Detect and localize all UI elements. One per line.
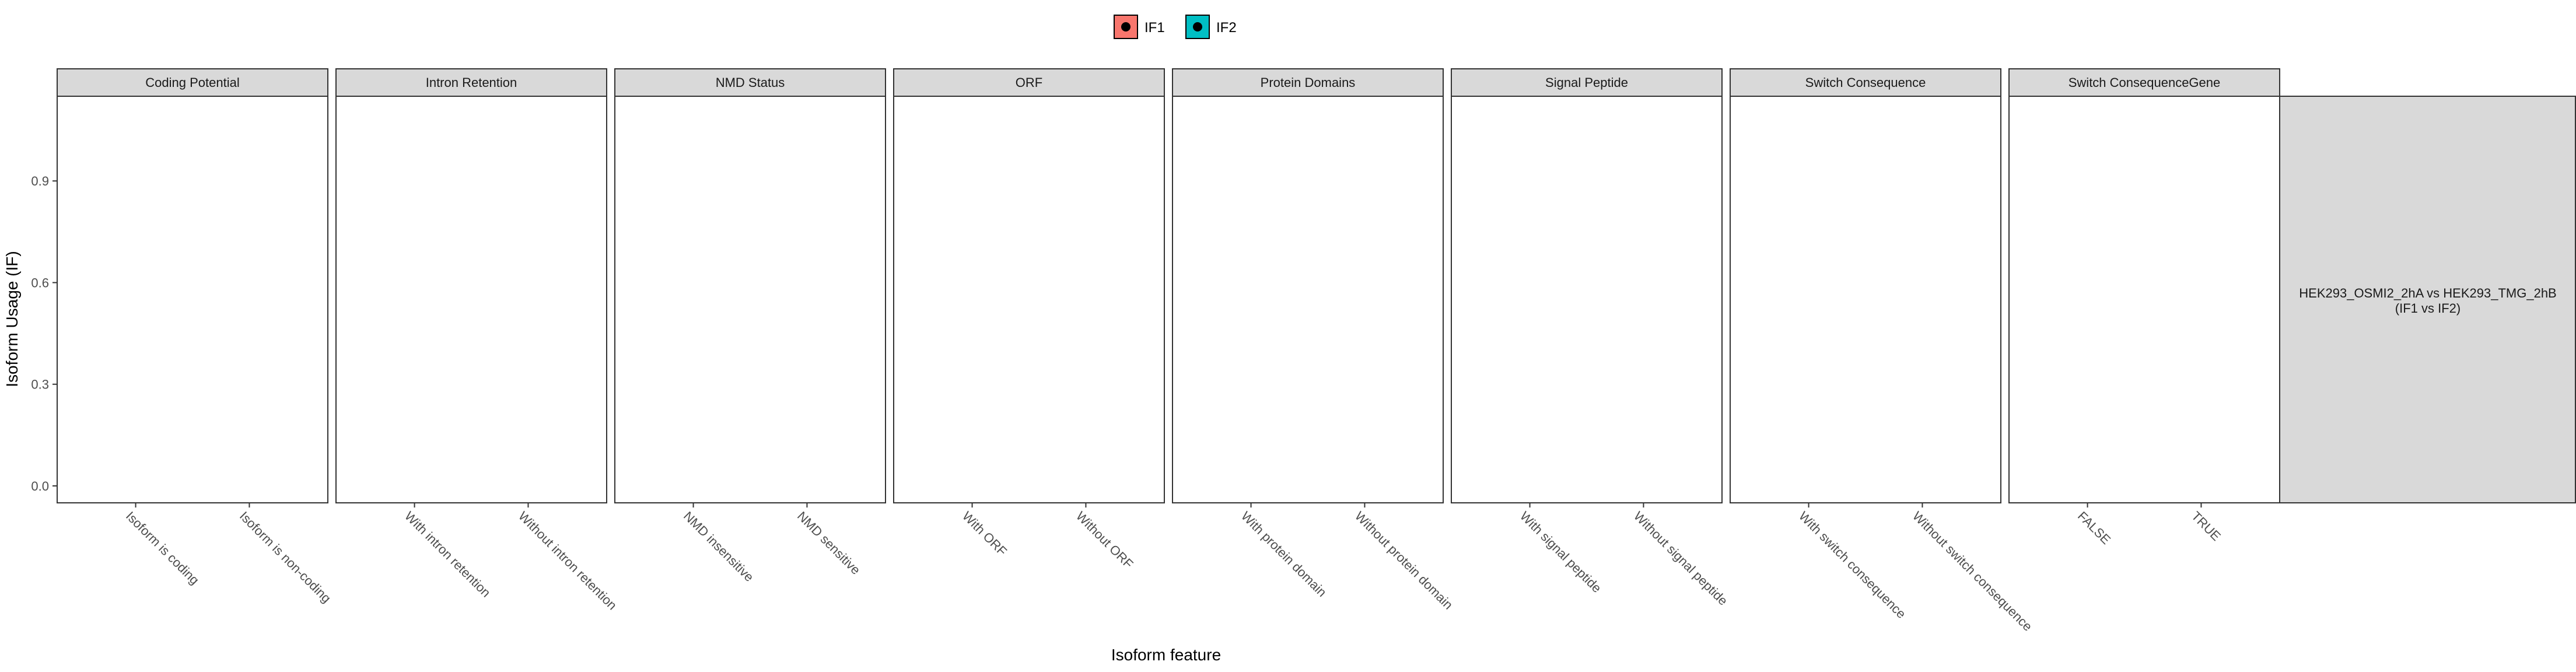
facet-signal-peptide: Signal Peptide***With signal peptide***W… [1451, 68, 1731, 608]
facet-title: ORF [1016, 75, 1042, 90]
facet-strip [614, 68, 886, 97]
x-tick-label: NMD sensitive [794, 509, 863, 578]
legend-label: IF2 [1216, 20, 1237, 36]
facet-strip [1730, 68, 2001, 97]
y-axis: 0.0 0.3 0.6 0.9 [31, 174, 57, 494]
y-tick-label: 0.9 [31, 174, 49, 188]
x-tick-label: NMD insensitive [681, 509, 757, 584]
facet-title: Coding Potential [145, 75, 239, 90]
panel-border [57, 96, 328, 503]
x-tick-label: With signal peptide [1517, 509, 1604, 596]
legend-item-if2: IF2 [1185, 15, 1237, 39]
facet-coding-potential: Coding Potential*Isoform is coding***Iso… [57, 68, 334, 606]
x-tick-label: Without intron retention [516, 509, 620, 613]
y-axis-title: Isoform Usage (IF) [3, 251, 21, 387]
facet-title: Switch Consequence [1805, 75, 1926, 90]
facet-title: NMD Status [716, 75, 785, 90]
facet-title: Signal Peptide [1545, 75, 1628, 90]
x-tick-label: Without signal peptide [1631, 509, 1731, 608]
x-tick-label: Isoform is non-coding [237, 509, 334, 606]
row-strip: HEK293_OSMI2_2hA vs HEK293_TMG_2hB(IF1 v… [2279, 96, 2576, 503]
legend: IF1 IF2 [1114, 15, 1237, 39]
y-tick-label: 0.3 [31, 377, 49, 392]
x-axis-title: Isoform feature [1111, 646, 1221, 664]
facet-strip [335, 68, 607, 97]
legend-label: IF1 [1144, 20, 1165, 36]
y-tick-label: 0.6 [31, 275, 49, 290]
row-strip-label: HEK293_OSMI2_2hA vs HEK293_TMG_2hB [2299, 286, 2556, 300]
facet-switch-consequencegene: Switch ConsequenceGenensFALSE***TRUE [2008, 68, 2280, 547]
x-tick-label: With intron retention [402, 509, 494, 600]
panel-border [2008, 96, 2280, 503]
x-tick-label: Without switch consequence [1910, 509, 2035, 634]
facet-switch-consequence: Switch Consequence***With switch consequ… [1730, 68, 2035, 634]
facet-title: Switch ConsequenceGene [2068, 75, 2221, 90]
panel-border [614, 96, 886, 503]
facet-intron-retention: Intron Retention***With intron retention… [335, 68, 620, 613]
x-tick-label: TRUE [2189, 509, 2224, 544]
legend-item-if1: IF1 [1114, 15, 1165, 39]
x-tick-label: FALSE [2075, 509, 2113, 547]
facet-protein-domains: Protein Domains***With protein domainnsW… [1172, 68, 1456, 612]
x-tick-label: With ORF [960, 509, 1010, 559]
panel-border [893, 96, 1165, 503]
panel-border [1172, 96, 1444, 503]
y-tick-label: 0.0 [31, 479, 49, 494]
panel-border [1451, 96, 1723, 503]
x-tick-label: Without protein domain [1352, 509, 1456, 612]
x-tick-label: With protein domain [1238, 509, 1329, 600]
facet-panels: Coding Potential*Isoform is coding***Iso… [57, 68, 2280, 634]
panel-border [335, 96, 607, 503]
legend-key [1114, 15, 1138, 39]
facet-strip [893, 68, 1165, 97]
facet-orf: ORF***With ORF*Without ORF [893, 68, 1165, 572]
panel-border [1730, 96, 2001, 503]
facet-title: Intron Retention [426, 75, 517, 90]
row-strip-label: (IF1 vs IF2) [2395, 301, 2460, 316]
facet-nmd-status: NMD Status***NMD insensitive***NMD sensi… [614, 68, 886, 584]
x-tick-label: Without ORF [1073, 509, 1136, 572]
facet-title: Protein Domains [1261, 75, 1356, 90]
x-tick-label: Isoform is coding [123, 509, 202, 587]
legend-key-dot [1121, 22, 1130, 32]
row-strip-box [2279, 96, 2576, 503]
legend-key-dot [1193, 22, 1202, 32]
facet-strip [1451, 68, 1723, 97]
x-tick-label: With switch consequence [1796, 509, 1909, 621]
